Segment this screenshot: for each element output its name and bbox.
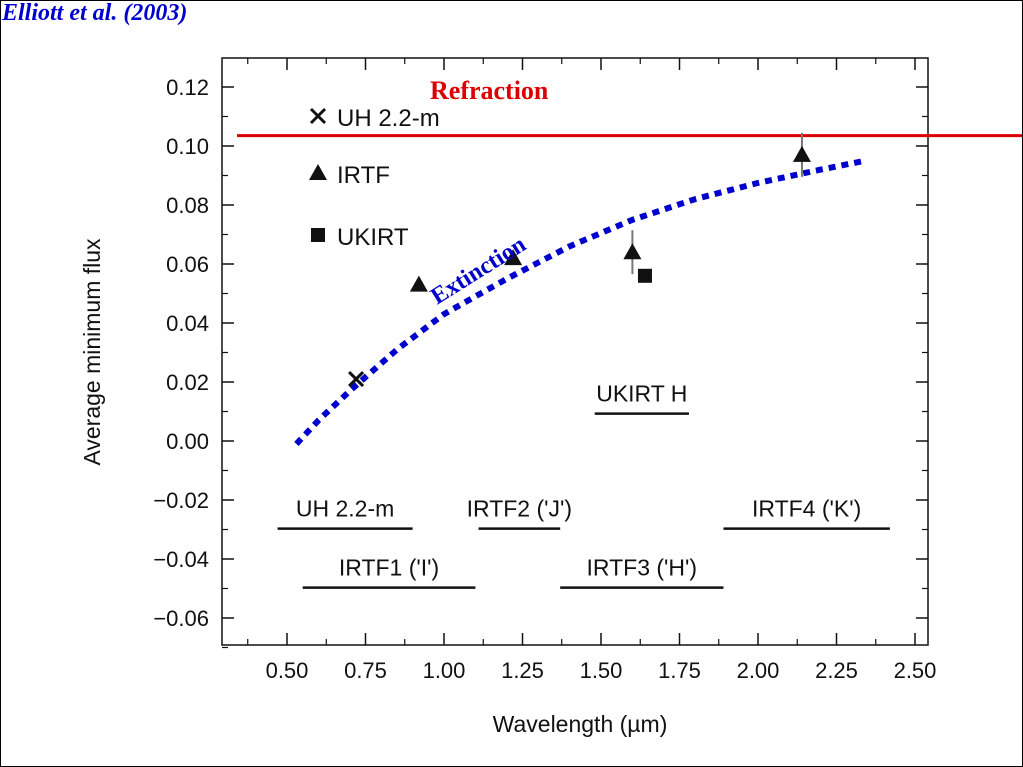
x-axis-title: Wavelength (µm) xyxy=(493,711,668,737)
y-tick-label: −0.02 xyxy=(153,488,209,513)
legend: UH 2.2-m IRTF UKIRT xyxy=(309,105,440,251)
filter-band-label: UKIRT H xyxy=(596,381,687,407)
citation: Elliott et al. (2003) xyxy=(2,0,188,26)
y-axis-title: Average minimum flux xyxy=(79,238,105,466)
filter-band-label: IRTF3 ('H') xyxy=(587,555,698,581)
y-tick-label: 0.00 xyxy=(166,429,209,454)
filter-band-label: IRTF2 ('J') xyxy=(467,496,572,522)
ukirt-point xyxy=(637,268,652,283)
legend-marker-x xyxy=(309,107,327,125)
extinction-curve xyxy=(294,157,866,446)
y-tick-label: 0.12 xyxy=(166,75,209,100)
axis-titles: Wavelength (µm) Average minimum flux xyxy=(79,238,667,737)
x-marker-stroke xyxy=(348,370,365,388)
x-tick-label: 0.50 xyxy=(266,658,309,683)
x-tick-label: 2.25 xyxy=(815,658,858,683)
y-tick-label: −0.04 xyxy=(153,547,209,572)
data-points xyxy=(348,132,811,388)
legend-label: IRTF xyxy=(337,162,390,189)
x-tick-label: 1.00 xyxy=(423,658,466,683)
irtf-point xyxy=(409,275,428,292)
y-tick-label: 0.02 xyxy=(166,370,209,395)
x-marker-stroke xyxy=(309,107,327,125)
filter-band-label: IRTF1 ('I') xyxy=(339,555,439,581)
legend-marker-triangle xyxy=(309,164,327,180)
plot-axes: 0.50 0.75 1.00 1.25 1.50 1.75 2.00 2.25 2.50 0.12… xyxy=(153,57,937,683)
legend-label: UKIRT xyxy=(337,224,409,251)
x-tick-label: 1.25 xyxy=(501,658,544,683)
filter-band-label: UH 2.2-m xyxy=(296,496,394,522)
x-tick-label: 0.75 xyxy=(344,658,387,683)
legend-label: UH 2.2-m xyxy=(337,105,440,132)
filter-band-label: IRTF4 ('K') xyxy=(752,496,861,522)
x-tick-label: 2.50 xyxy=(894,658,937,683)
irtf-point xyxy=(623,243,642,260)
filter-bands: UH 2.2-m IRTF1 ('I') IRTF2 ('J') IRTF3 ('H'… xyxy=(277,381,890,589)
y-tick-label: 0.06 xyxy=(166,252,209,277)
y-tick-label: 0.08 xyxy=(166,193,209,218)
x-tick-label: 1.75 xyxy=(658,658,701,683)
plot-frame xyxy=(221,57,929,646)
y-tick-label: 0.04 xyxy=(166,311,209,336)
y-tick-label: −0.06 xyxy=(153,606,209,631)
refraction-label: Refraction xyxy=(430,76,549,105)
irtf-point xyxy=(792,145,811,162)
irtf-point xyxy=(504,249,523,266)
legend-marker-square xyxy=(311,228,325,242)
x-tick-label: 2.00 xyxy=(737,658,780,683)
annotations: Refraction Extinction xyxy=(426,76,549,310)
uh-2-2-m-point xyxy=(348,370,365,388)
y-tick-label: 0.10 xyxy=(166,134,209,159)
model-curves xyxy=(237,134,1022,446)
x-tick-label: 1.50 xyxy=(580,658,623,683)
extinction-label: Extinction xyxy=(426,232,530,311)
